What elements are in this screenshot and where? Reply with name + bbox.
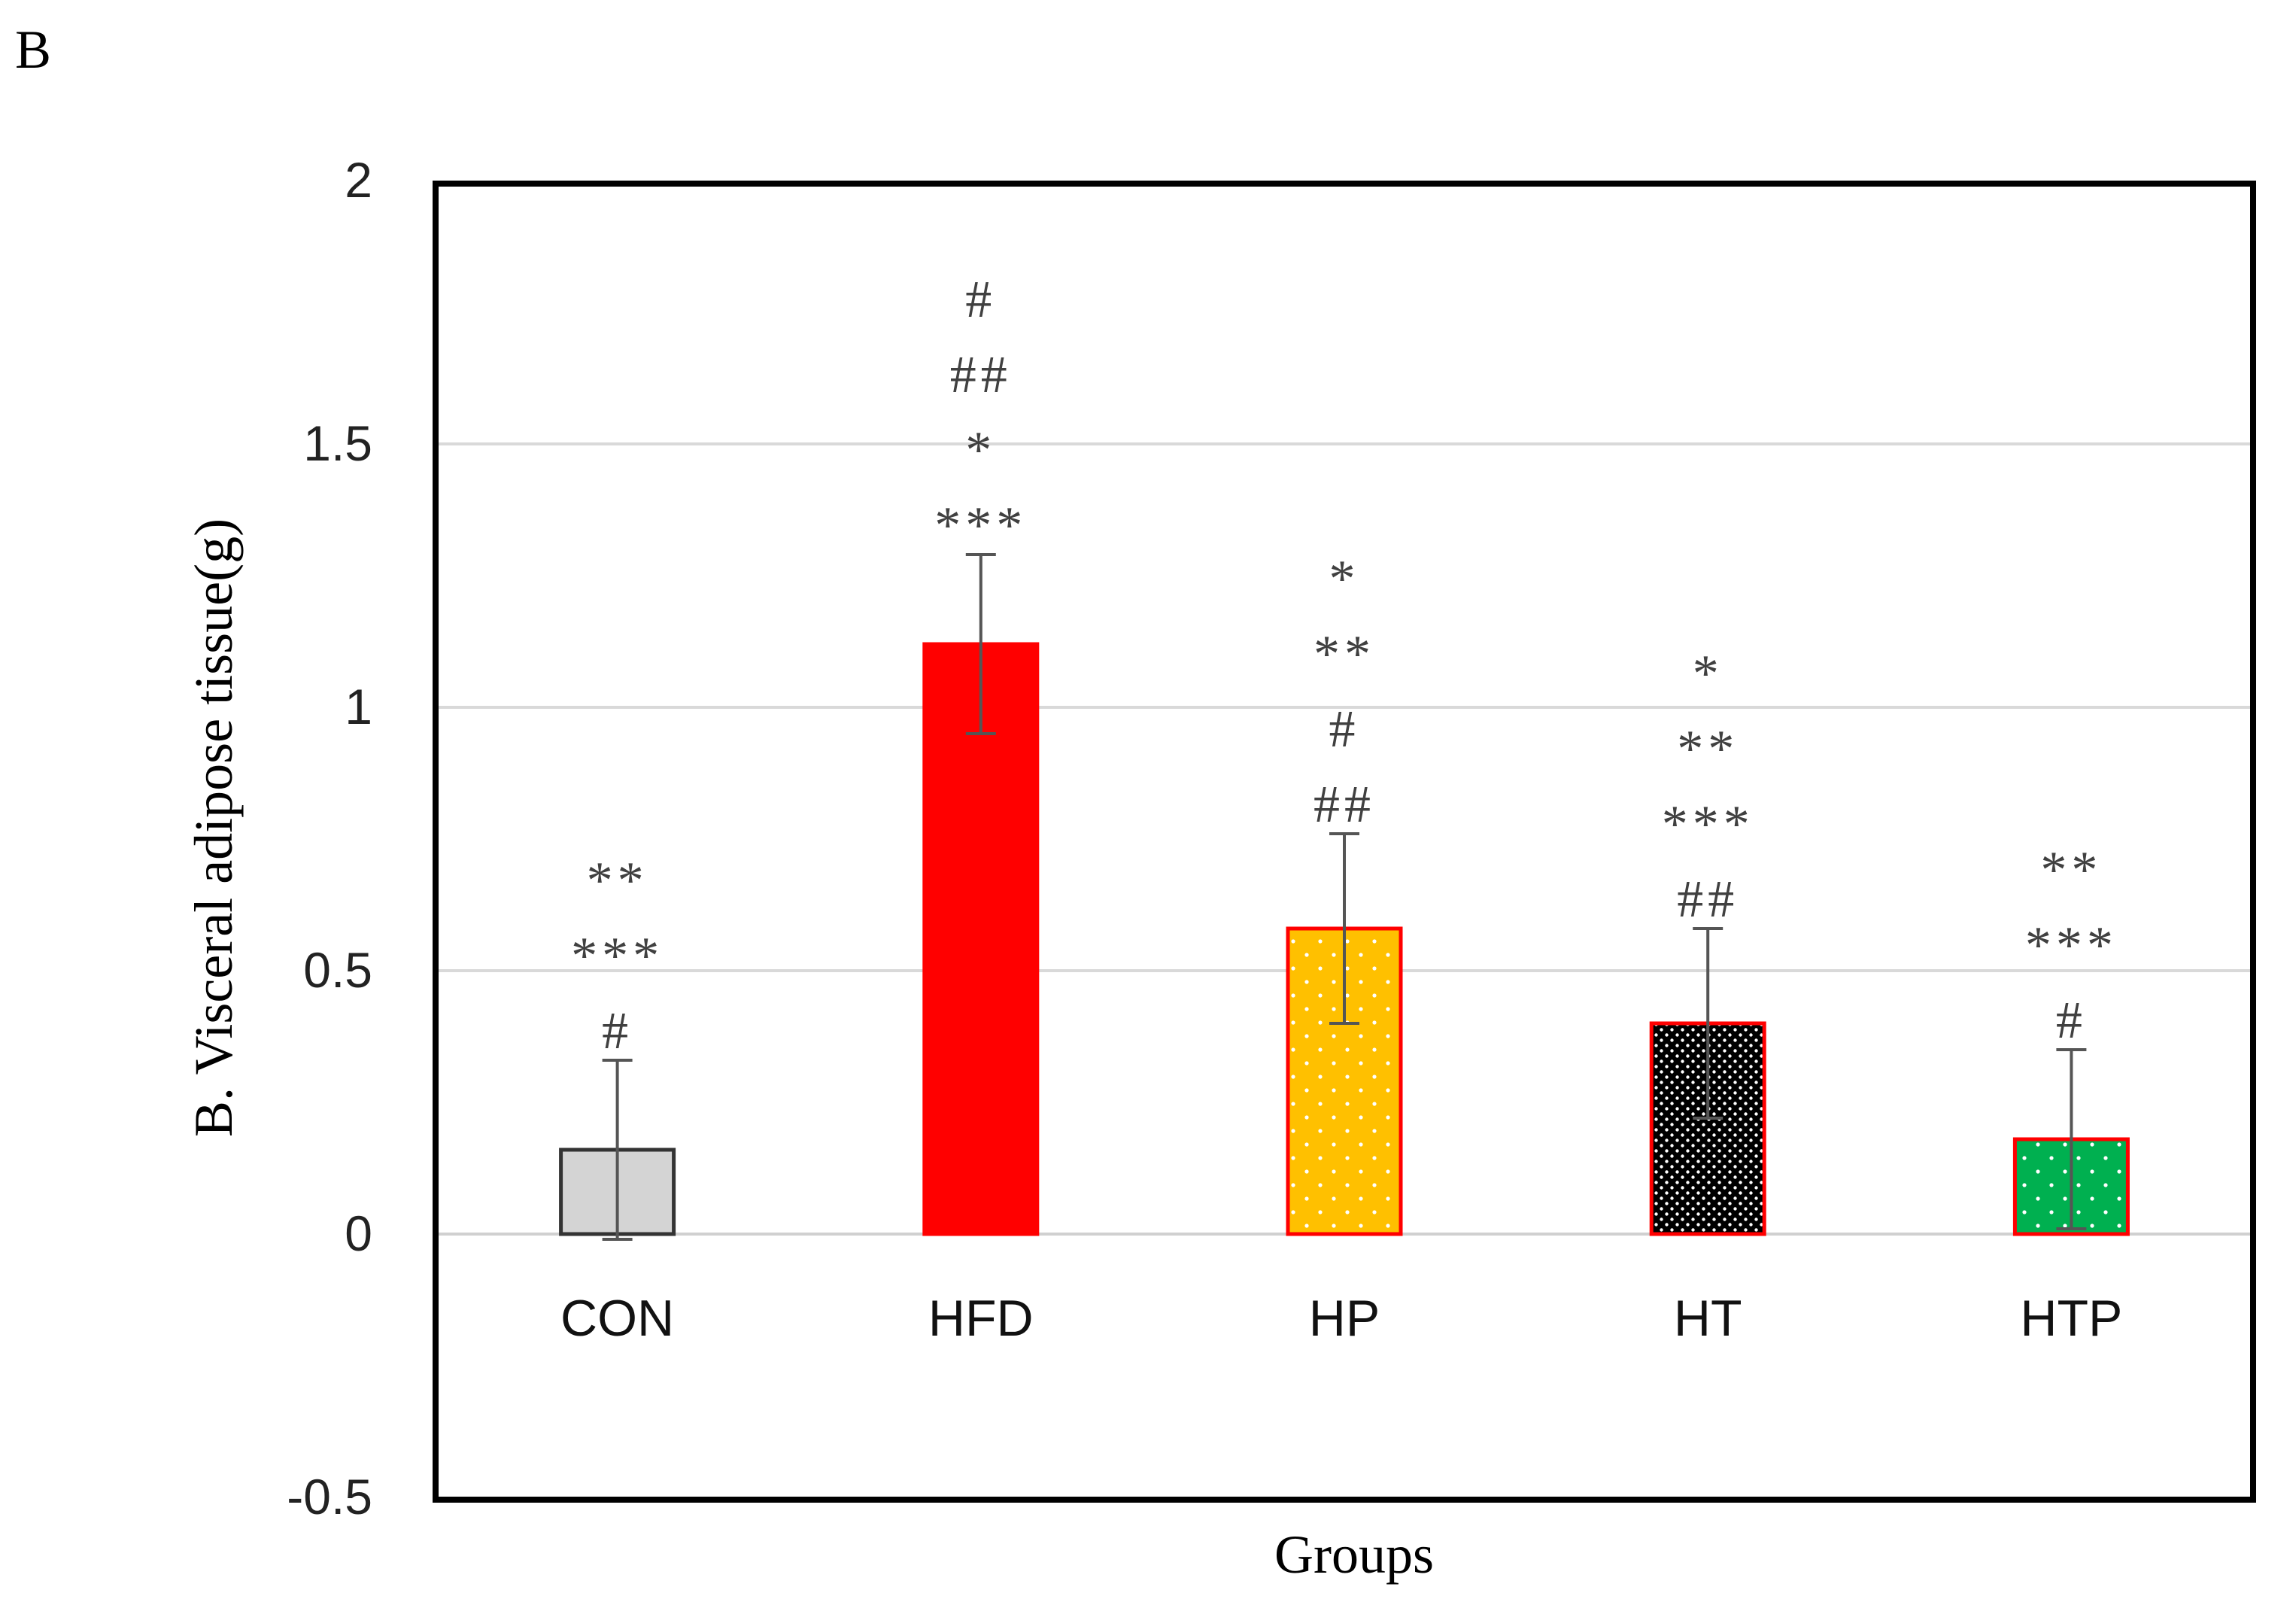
significance-mark: *** (1662, 795, 1754, 853)
x-axis-label: Groups (1274, 1524, 1434, 1585)
bar-hfd (924, 644, 1037, 1234)
x-axis-ticks: CON HFD HP HT HTP (560, 1290, 2122, 1347)
error-bar-hfd (965, 553, 996, 735)
y-axis-label: B. Visceral adipose tissue(g) (184, 518, 244, 1137)
significance-mark: ** (2040, 841, 2102, 899)
significance-mark: * (1329, 550, 1360, 608)
y-tick-label: 1 (345, 679, 372, 734)
y-tick-label: 1.5 (303, 415, 372, 471)
panel-label: B (15, 20, 51, 80)
significance-mark: * (1693, 645, 1724, 703)
significance-mark: ## (1314, 776, 1375, 834)
significance-mark: # (2056, 992, 2087, 1050)
x-tick-label: HTP (2020, 1290, 2122, 1347)
x-tick-label: HP (1309, 1290, 1380, 1347)
error-bar-hp (1329, 832, 1359, 1025)
error-bar-htp (2056, 1048, 2087, 1230)
significance-mark: ** (1677, 720, 1739, 778)
significance-mark: *** (571, 927, 664, 985)
y-tick-label: 0.5 (303, 942, 372, 998)
significance-mark: ** (587, 852, 648, 910)
significance-annotations: *****####*******###******##*****# (571, 271, 2118, 1060)
y-tick-label: 2 (345, 152, 372, 208)
x-tick-label: HT (1674, 1290, 1742, 1347)
significance-mark: ## (1677, 871, 1739, 929)
significance-mark: ## (950, 346, 1012, 404)
significance-mark: *** (934, 497, 1027, 555)
significance-mark: ** (1314, 625, 1375, 683)
error-bar-con (602, 1059, 633, 1241)
significance-mark: # (602, 1002, 633, 1060)
plot-frame (433, 181, 2256, 1503)
significance-mark: *** (2025, 917, 2118, 974)
significance-mark: * (965, 421, 996, 479)
x-tick-label: HFD (928, 1290, 1034, 1347)
y-tick-label: -0.5 (287, 1469, 372, 1524)
error-bars (602, 553, 2087, 1241)
y-axis-ticks: -0.5 0 0.5 1 1.5 2 (287, 152, 372, 1524)
y-tick-label: 0 (345, 1205, 372, 1261)
significance-mark: # (965, 271, 996, 329)
significance-mark: # (1329, 701, 1360, 758)
x-tick-label: CON (560, 1290, 674, 1347)
error-bar-ht (1693, 927, 1724, 1120)
